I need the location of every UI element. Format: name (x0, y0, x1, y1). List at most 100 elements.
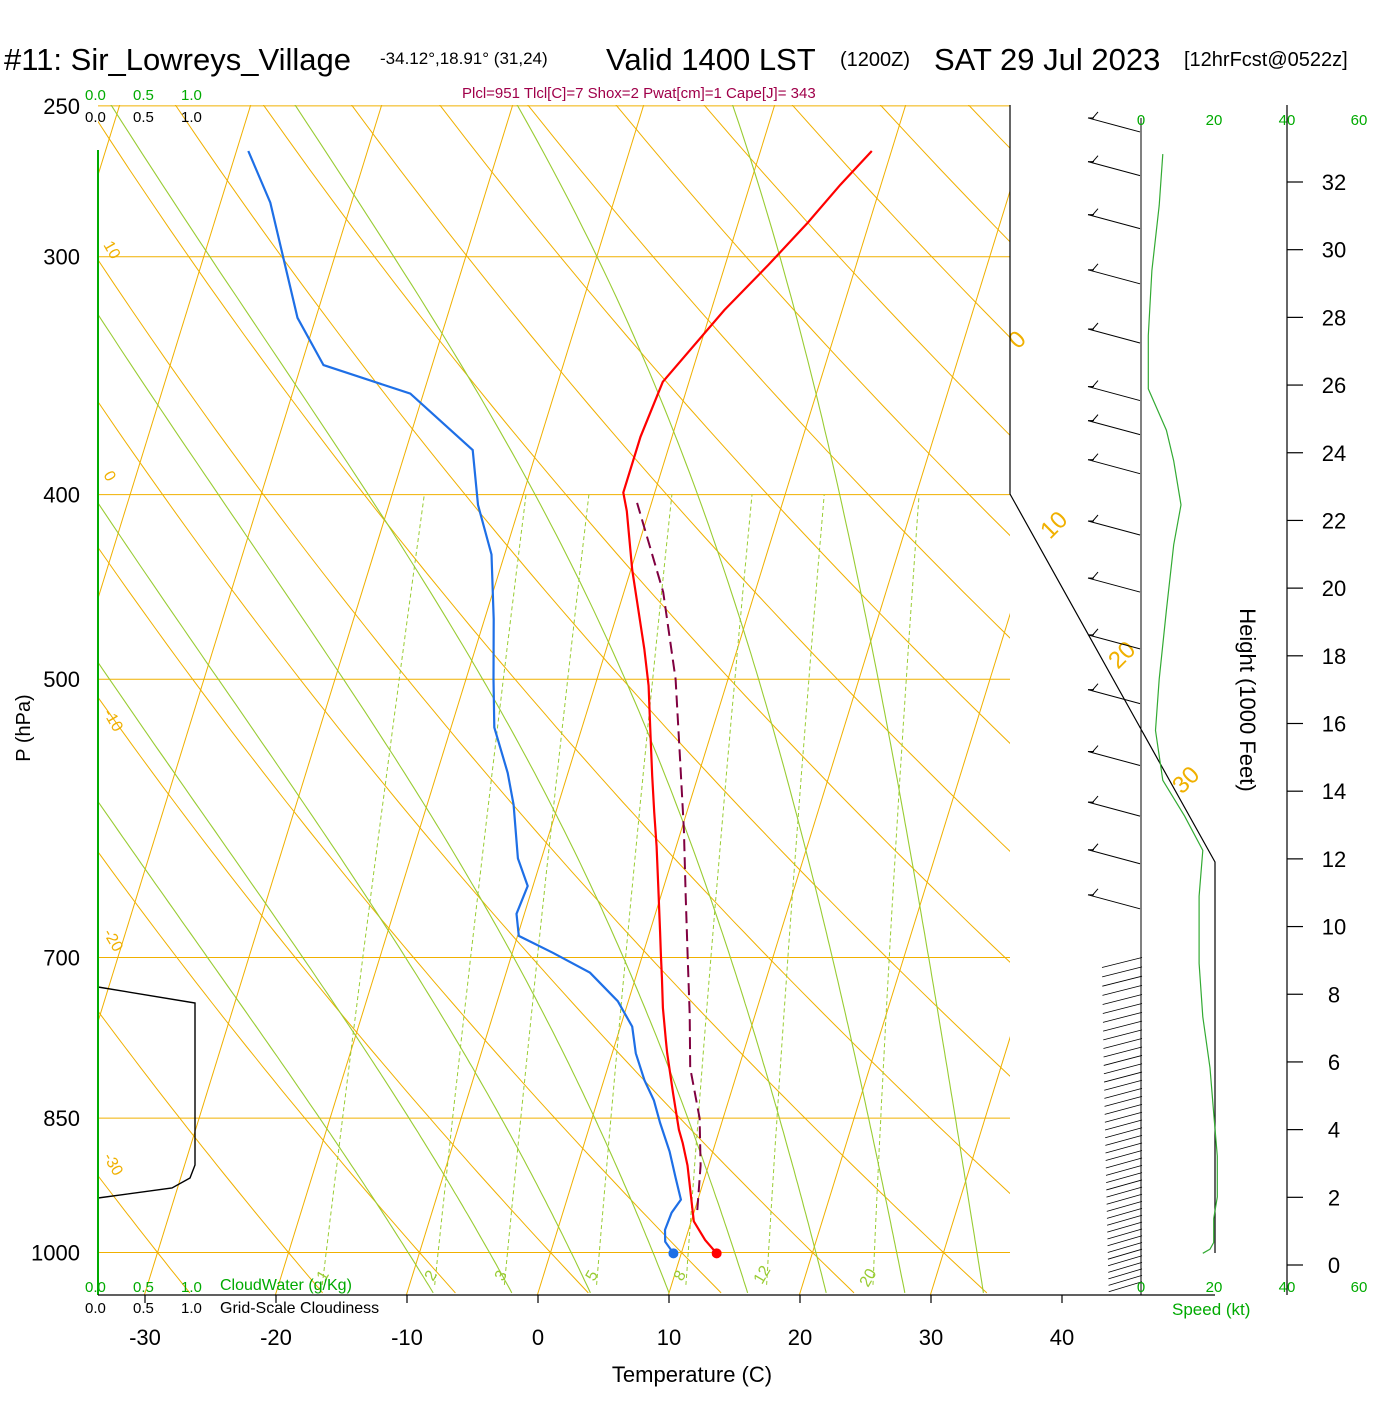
wind-barb-7 (1088, 460, 1140, 474)
mixing-ratio-3 (504, 495, 589, 1285)
speed-tick-top-40: 40 (1279, 112, 1296, 129)
speed-tick-bottom-0: 0 (1137, 1279, 1145, 1296)
moist-adiabat-5 (274, 72, 827, 1293)
wind-barb-low-812 (1104, 1080, 1142, 1090)
height-tick-2: 2 (1328, 1185, 1340, 1210)
wind-barb-0 (1088, 118, 1140, 132)
dry-adiabat-label-right-2: 20 (1103, 636, 1141, 674)
wind-barb-tick-4 (1092, 323, 1098, 330)
wind-barb-low-748 (1103, 1012, 1142, 1022)
height-tick-20: 20 (1322, 576, 1346, 601)
isotherm-40 (1061, 105, 1400, 1295)
x-axis-title: Temperature (C) (612, 1362, 772, 1387)
profiles (248, 151, 872, 1253)
pressure-tick-500: 500 (43, 667, 80, 692)
wind-barb-tick-12 (1092, 746, 1098, 753)
wind-barb-tick-10 (1092, 629, 1098, 636)
dry-adiabat-label-right-1: 10 (1035, 506, 1073, 544)
cloudwater-label: CloudWater (g/Kg) (220, 1277, 352, 1294)
wind-barb-13 (1088, 802, 1140, 816)
pressure-tick-250: 250 (43, 94, 80, 119)
y-axis-title: P (hPa) (13, 694, 35, 761)
cloudiness-scale-top-1: 0.5 (133, 109, 154, 126)
wind-barb-4 (1088, 329, 1140, 343)
height-tick-4: 4 (1328, 1118, 1340, 1143)
moist-adiabat-7 (721, 72, 983, 1293)
mixing-ratio-5 (597, 495, 672, 1285)
isotherm-50 (1192, 105, 1400, 1295)
plot-frame (1010, 105, 1215, 1253)
moist-adiabat-2 (0, 72, 590, 1293)
height-tick-28: 28 (1322, 305, 1346, 330)
isotherm--50 (0, 105, 251, 1295)
dry-adiabat-170 (1199, 72, 1400, 1293)
cloudiness-scale-top-0: 0.0 (85, 109, 106, 126)
cloudwater-scale-top-1: 0.5 (133, 87, 154, 104)
wind-barb-low-828 (1105, 1096, 1142, 1106)
wind-barb-tick-5 (1092, 381, 1098, 388)
temperature-tick--20: -20 (260, 1325, 292, 1350)
wind-barb-low-876 (1106, 1143, 1142, 1153)
dry-adiabat-label-right-3: 30 (1167, 761, 1205, 799)
wind-barb-tick-3 (1092, 264, 1098, 271)
cloudwater-scale-top-2: 1.0 (181, 87, 202, 104)
mixing-ratio-label-3: 3 (492, 1268, 511, 1284)
wind-barb-low-700 (1102, 957, 1142, 967)
speed-tick-bottom-40: 40 (1279, 1279, 1296, 1296)
wind-barb-low-804 (1104, 1072, 1142, 1082)
moist-adiabat-3 (0, 72, 669, 1293)
mixing-ratio-label-2: 2 (422, 1268, 441, 1284)
isotherm--20 (275, 105, 643, 1295)
wind-barb-low-716 (1102, 976, 1142, 986)
height-tick-16: 16 (1322, 712, 1346, 737)
wind-barb-5 (1088, 387, 1140, 401)
speed-axis-label: Speed (kt) (1172, 1300, 1250, 1319)
dry-adiabat-50 (153, 72, 1252, 1293)
forecast-info: [12hrFcst@0522z] (1184, 49, 1348, 71)
wind-barb-low-868 (1105, 1135, 1142, 1145)
speed-tick-top-20: 20 (1206, 112, 1223, 129)
height-tick-32: 32 (1322, 170, 1346, 195)
pressure-tick-700: 700 (43, 945, 80, 970)
wind-barb-tick-2 (1092, 209, 1098, 216)
wind-speed-profile (1148, 154, 1217, 1253)
dry-adiabat-label-left-3: -20 (100, 926, 126, 955)
isotherm-10 (668, 105, 1036, 1295)
temperature-profile (623, 151, 872, 1253)
height-tick-12: 12 (1322, 847, 1346, 872)
wind-barb-1 (1088, 162, 1140, 176)
wind-barb-low-740 (1103, 1003, 1142, 1013)
surface-dewpoint-marker (668, 1248, 678, 1258)
wind-barb-low-788 (1104, 1055, 1142, 1065)
dry-adiabat-label-left-1: 0 (100, 468, 119, 484)
isotherm-0 (537, 105, 905, 1295)
temperature-tick-40: 40 (1050, 1325, 1074, 1350)
wind-barb-8 (1088, 521, 1140, 535)
height-axis-title: Height (1000 Feet) (1235, 608, 1260, 791)
wind-barbs (1088, 112, 1142, 1292)
dry-adiabat-100 (589, 72, 1400, 1293)
valid-time: Valid 1400 LST (606, 42, 816, 77)
speed-tick-bottom-60: 60 (1351, 1279, 1368, 1296)
station-name: #11: Sir_Lowreys_Village (4, 42, 351, 77)
wind-barb-low-796 (1104, 1064, 1142, 1074)
wind-barb-tick-6 (1092, 415, 1098, 422)
wind-barb-tick-13 (1092, 796, 1098, 803)
wind-barb-low-860 (1105, 1128, 1142, 1138)
wind-barb-low-764 (1103, 1030, 1142, 1040)
cloudiness-scale-bottom-1: 0.5 (133, 1300, 154, 1317)
wind-barb-12 (1088, 752, 1140, 766)
dry-adiabat-190 (1373, 72, 1400, 1293)
wind-barb-low-708 (1102, 967, 1142, 977)
wind-barb-low-732 (1103, 994, 1142, 1004)
dry-adiabat--30 (0, 72, 190, 1293)
pressure-tick-400: 400 (43, 483, 80, 508)
wind-barb-2 (1088, 215, 1140, 229)
dry-adiabat-110 (676, 72, 1400, 1293)
mixing-ratio-label-12: 12 (751, 1263, 775, 1287)
height-tick-14: 14 (1322, 779, 1346, 804)
mixing-ratio-2 (435, 495, 526, 1285)
wind-barb-3 (1088, 270, 1140, 284)
